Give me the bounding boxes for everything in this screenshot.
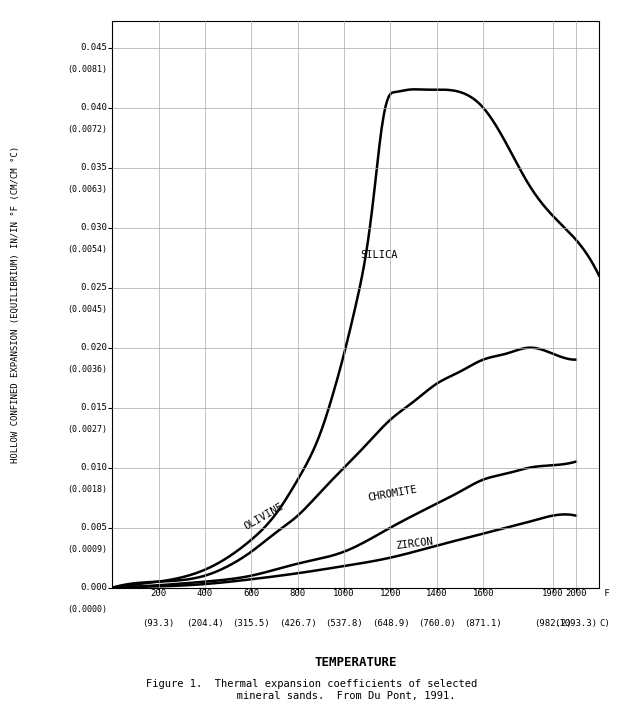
Text: 200: 200 [150,589,167,598]
Text: (0.0081): (0.0081) [67,64,107,74]
Text: 0.025: 0.025 [80,283,107,292]
Text: 600: 600 [243,589,260,598]
Text: (871.1): (871.1) [464,619,502,628]
Text: (0.0027): (0.0027) [67,425,107,434]
Text: 1000: 1000 [333,589,355,598]
Text: (537.8): (537.8) [325,619,363,628]
Text: 1200: 1200 [379,589,401,598]
Text: ZIRCON: ZIRCON [395,537,434,552]
Text: 800: 800 [290,589,306,598]
Text: 0.015: 0.015 [80,403,107,412]
Text: OLIVINE: OLIVINE [242,501,285,532]
Y-axis label: HOLLOW CONFINED EXPANSION (EQUILIBRIUM) IN/IN °F (CM/CM °C): HOLLOW CONFINED EXPANSION (EQUILIBRIUM) … [11,146,20,463]
Text: 0.035: 0.035 [80,163,107,172]
Text: 0.000: 0.000 [80,583,107,592]
Text: 1400: 1400 [426,589,447,598]
Text: (426.7): (426.7) [279,619,316,628]
Text: F: F [599,589,610,598]
Text: (982.2): (982.2) [534,619,572,628]
Text: (0.0018): (0.0018) [67,485,107,493]
Text: (648.9): (648.9) [372,619,409,628]
Text: (0.0009): (0.0009) [67,544,107,554]
Text: 0.010: 0.010 [80,463,107,472]
Text: (0.0054): (0.0054) [67,245,107,253]
Text: 1600: 1600 [472,589,494,598]
Text: (204.4): (204.4) [186,619,224,628]
Text: (760.0): (760.0) [418,619,456,628]
Text: 1900: 1900 [542,589,563,598]
Text: (0.0063): (0.0063) [67,185,107,194]
Text: Figure 1.  Thermal expansion coefficients of selected
           mineral sands. : Figure 1. Thermal expansion coefficients… [147,679,477,701]
Text: (315.5): (315.5) [233,619,270,628]
Text: (0.0045): (0.0045) [67,304,107,314]
Text: 2000: 2000 [565,589,587,598]
Text: CHROMITE: CHROMITE [368,485,418,503]
Text: (0.0036): (0.0036) [67,365,107,374]
Text: 0.005: 0.005 [80,523,107,532]
Text: (0.0072): (0.0072) [67,125,107,134]
Text: TEMPERATURE: TEMPERATURE [314,656,397,668]
Text: 0.045: 0.045 [80,43,107,52]
Text: (0.0000): (0.0000) [67,605,107,614]
Text: SILICA: SILICA [360,250,398,260]
Text: (93.3): (93.3) [142,619,175,628]
Text: 0.030: 0.030 [80,223,107,232]
Text: 400: 400 [197,589,213,598]
Text: 0.020: 0.020 [80,343,107,352]
Text: C): C) [599,619,610,628]
Text: 0.040: 0.040 [80,103,107,112]
Text: (1093.3): (1093.3) [554,619,597,628]
